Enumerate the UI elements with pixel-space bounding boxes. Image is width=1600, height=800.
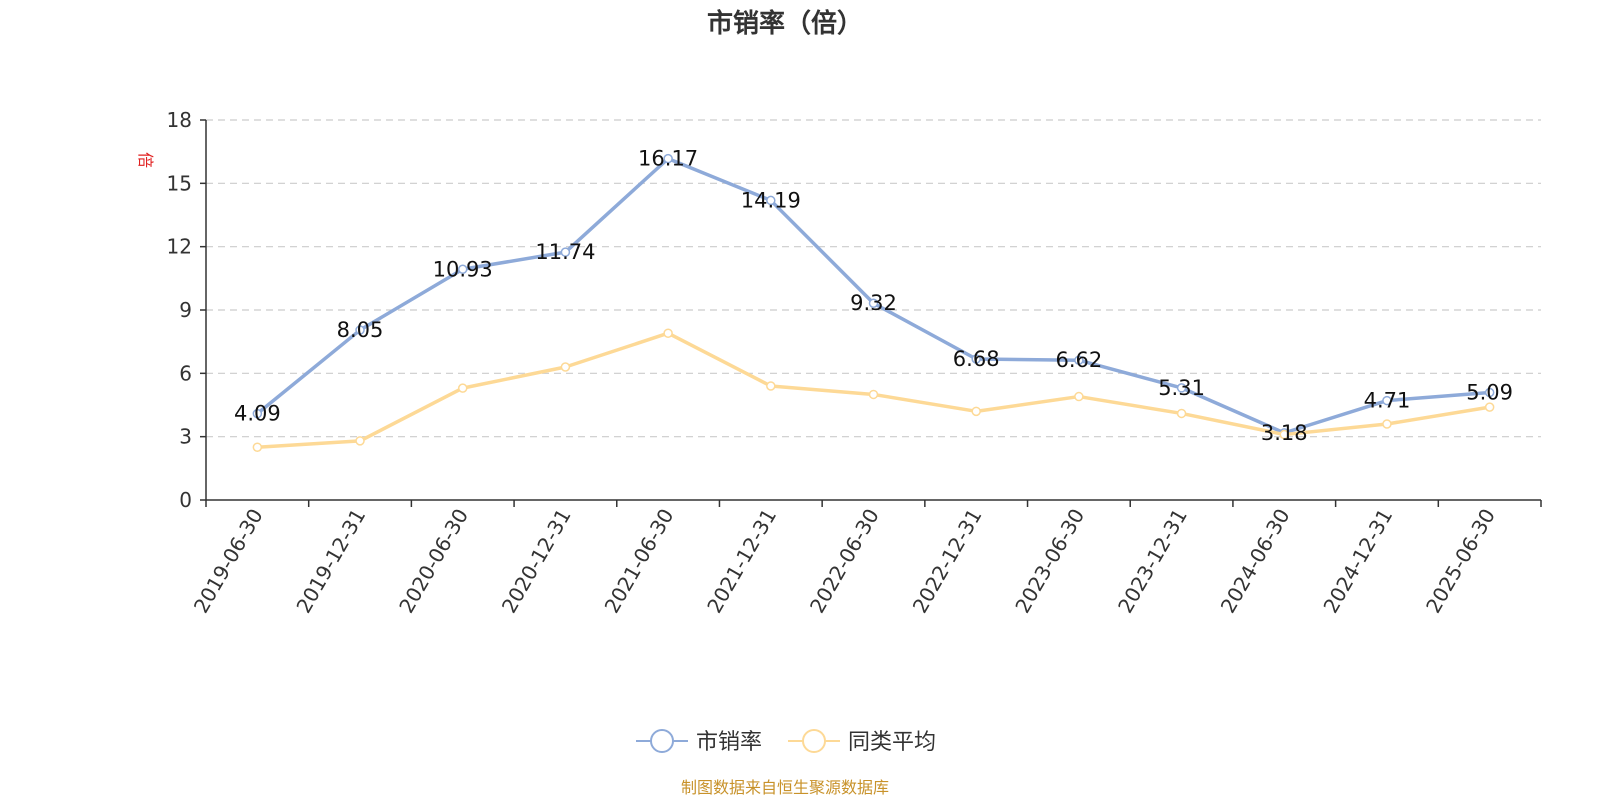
legend-label: 市销率: [696, 730, 762, 755]
data-label: 4.71: [1364, 389, 1411, 413]
data-point: [971, 354, 981, 364]
data-point: [560, 247, 571, 257]
data-point: [457, 264, 468, 275]
data-point: [663, 328, 673, 338]
data-point: [1074, 355, 1084, 365]
data-point: [457, 383, 468, 393]
x-tick-label: 2021-06-30: [600, 505, 679, 618]
data-point: [355, 436, 365, 446]
data-point: [252, 442, 263, 452]
data-point: [971, 406, 981, 417]
x-tick-label: 2025-06-30: [1421, 505, 1500, 618]
data-label: 16.17: [638, 147, 698, 171]
data-label: 6.68: [953, 347, 1000, 371]
y-axis-unit-label: 倍: [136, 152, 155, 168]
data-label: 3.18: [1261, 421, 1308, 445]
x-tick-label: 2023-12-31: [1113, 505, 1192, 618]
data-label: 8.05: [337, 318, 384, 342]
chart-title: 市销率（倍）: [707, 8, 863, 39]
data-point: [1484, 402, 1495, 412]
x-tick-label: 2024-12-31: [1318, 505, 1397, 618]
data-labels: 4.09 8.05 10.93 11.74 16.17 14.19 9.32 6.68 6.62…: [234, 147, 1513, 445]
data-point: [1279, 429, 1290, 440]
x-tick-label: 2023-06-30: [1010, 505, 1089, 618]
data-point: [766, 195, 776, 206]
data-point: [1074, 391, 1084, 402]
data-point: [1382, 419, 1392, 429]
grid-lines: [206, 119, 1541, 438]
data-point: [1176, 408, 1187, 419]
legend[interactable]: 市销率 同类平均: [636, 729, 936, 755]
data-point: [252, 408, 263, 419]
x-tick-label: 2022-06-30: [805, 505, 884, 618]
legend-swatch-marker: [650, 729, 674, 753]
data-point: [560, 362, 571, 372]
y-tick-label: 9: [179, 298, 192, 322]
x-tick-label: 2019-12-31: [291, 505, 370, 618]
y-tick-label: 3: [179, 425, 192, 449]
data-point: [1484, 387, 1495, 398]
y-tick-label: 12: [167, 235, 192, 259]
x-tick-label: 2024-06-30: [1216, 505, 1295, 618]
x-tick-label: 2022-12-31: [908, 505, 987, 618]
data-label: 5.09: [1466, 381, 1513, 405]
data-label: 10.93: [433, 257, 493, 281]
source-note: 制图数据来自恒生聚源数据库: [681, 778, 889, 797]
data-label: 9.32: [850, 291, 897, 315]
legend-item-1[interactable]: 市销率: [636, 729, 762, 755]
data-point: [355, 325, 365, 335]
x-tick-label: 2021-12-31: [702, 505, 781, 618]
x-tick-label: 2019-06-30: [189, 505, 268, 618]
legend-swatch-marker: [802, 729, 826, 753]
data-point: [1176, 383, 1187, 393]
data-point: [868, 298, 879, 308]
data-point: [868, 389, 879, 400]
legend-item-2[interactable]: 同类平均: [788, 729, 936, 755]
data-label: 11.74: [535, 240, 595, 264]
data-point: [663, 153, 673, 164]
x-tick-label: 2020-06-30: [394, 505, 473, 618]
x-tick-label: 2020-12-31: [497, 505, 576, 618]
legend-label: 同类平均: [848, 730, 936, 755]
y-tick-label: 18: [167, 108, 192, 132]
data-point: [1382, 395, 1392, 406]
y-tick-label: 6: [179, 361, 192, 385]
series-layer: [252, 153, 1495, 452]
data-label: 5.31: [1158, 376, 1205, 400]
data-label: 6.62: [1056, 348, 1103, 372]
y-tick-label: 15: [167, 171, 192, 195]
data-label: 4.09: [234, 402, 281, 426]
data-label: 14.19: [741, 188, 801, 212]
y-tick-label: 0: [179, 488, 192, 512]
data-point: [766, 381, 776, 391]
axes: 0 3 6 9 12 15 18 2019-06-30 2019-12-31 2020-06-30…: [167, 108, 1542, 618]
